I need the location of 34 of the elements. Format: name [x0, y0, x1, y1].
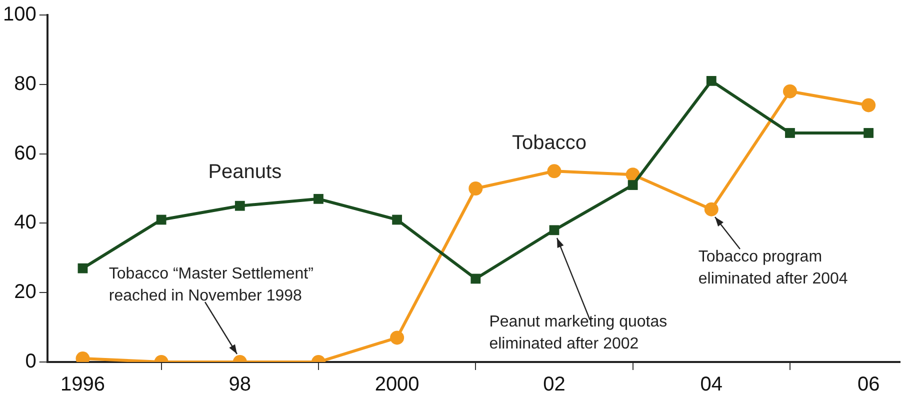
point	[782, 84, 797, 98]
y-tick-label: 60	[14, 142, 36, 164]
point	[704, 202, 718, 216]
point	[864, 128, 874, 138]
series-label: Peanuts	[208, 160, 282, 183]
point	[468, 182, 483, 196]
y-tick-label: 40	[14, 212, 36, 234]
series-label: Tobacco	[512, 132, 586, 154]
x-tick-label: 04	[700, 374, 723, 396]
point	[470, 274, 481, 284]
point	[390, 330, 404, 345]
y-tick-label: 100	[2, 4, 36, 26]
point	[549, 225, 560, 236]
annotation: Tobacco program eliminated after 2004	[698, 248, 848, 288]
point	[547, 164, 562, 178]
point	[314, 194, 324, 204]
x-tick-label: 1996	[60, 374, 105, 396]
point	[862, 98, 876, 112]
x-tick-label: 98	[228, 374, 252, 396]
y-tick-label: 0	[25, 350, 36, 373]
point	[785, 128, 795, 138]
point	[234, 200, 245, 211]
y-tick-label: 80	[14, 72, 36, 95]
y-tick-label: 20	[14, 281, 36, 304]
point	[78, 263, 88, 274]
annotation: Tobacco “Master Settlement” reached in November 1998	[108, 265, 314, 304]
point	[392, 214, 402, 225]
x-tick-label: 02	[543, 374, 566, 396]
annotation: Peanut marketing quotas eliminated after 2002	[489, 314, 668, 353]
x-tick-label: 2000	[374, 374, 420, 396]
point	[156, 214, 166, 225]
x-tick-label: 06	[857, 374, 880, 396]
point	[706, 76, 716, 86]
point	[628, 180, 638, 190]
